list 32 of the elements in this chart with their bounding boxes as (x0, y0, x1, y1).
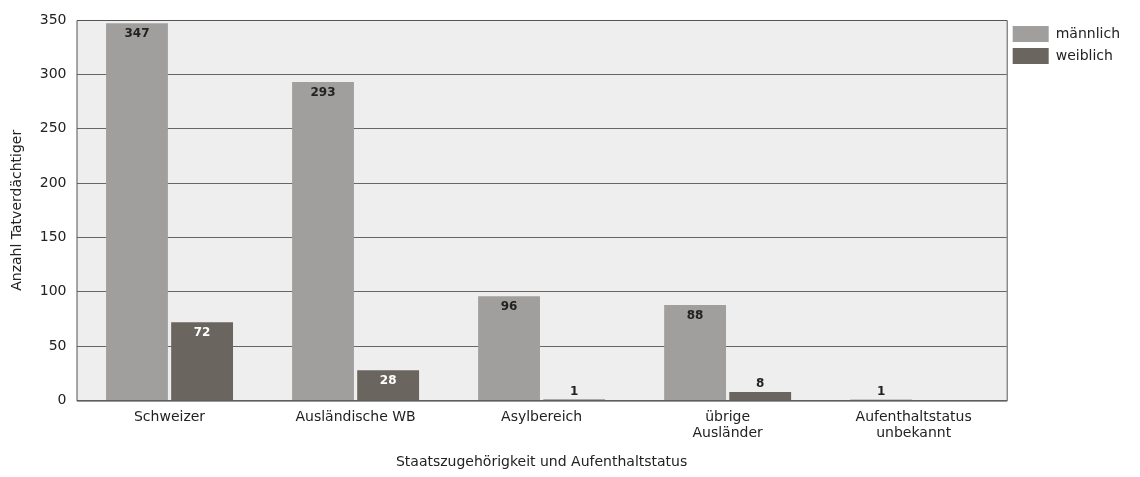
bar (106, 23, 168, 401)
bar (292, 81, 354, 401)
data-label: 88 (686, 308, 704, 323)
bar (357, 370, 420, 401)
x-tick-label: Ausländische WB (295, 407, 416, 424)
y-tick-label: 250 (39, 119, 67, 136)
data-label: 1 (569, 383, 579, 398)
y-tick-label: 0 (57, 391, 67, 408)
data-label: 8 (756, 376, 765, 391)
x-tick-label: Aufenthaltstatus unbekannt (855, 407, 972, 441)
data-label: 1 (876, 383, 886, 398)
x-tick-label: Schweizer (133, 407, 206, 424)
bar (729, 391, 792, 401)
data-label: 72 (193, 325, 211, 340)
x-axis-title: Staatszugehörigkeit und Aufenthaltstatus (395, 453, 688, 470)
data-label: 293 (310, 85, 336, 100)
y-tick-label: 50 (48, 336, 67, 353)
x-tick-label: Asylbereich (501, 407, 583, 424)
y-tick-label: 200 (39, 173, 67, 190)
legend-label: weiblich (1055, 46, 1113, 63)
x-tick-label: übrige Ausländer (692, 407, 764, 441)
bar (664, 304, 727, 401)
y-axis-title: Anzahl Tatverdächtiger (8, 129, 25, 291)
y-tick-label: 100 (39, 282, 67, 299)
data-label: 28 (379, 373, 397, 388)
y-tick-label: 300 (39, 65, 67, 82)
y-tick-label: 150 (39, 228, 67, 245)
legend-label: männlich (1055, 24, 1120, 41)
data-label: 96 (500, 299, 518, 314)
bar (478, 296, 540, 401)
y-tick-label: 350 (39, 10, 67, 27)
data-label: 347 (124, 26, 150, 41)
